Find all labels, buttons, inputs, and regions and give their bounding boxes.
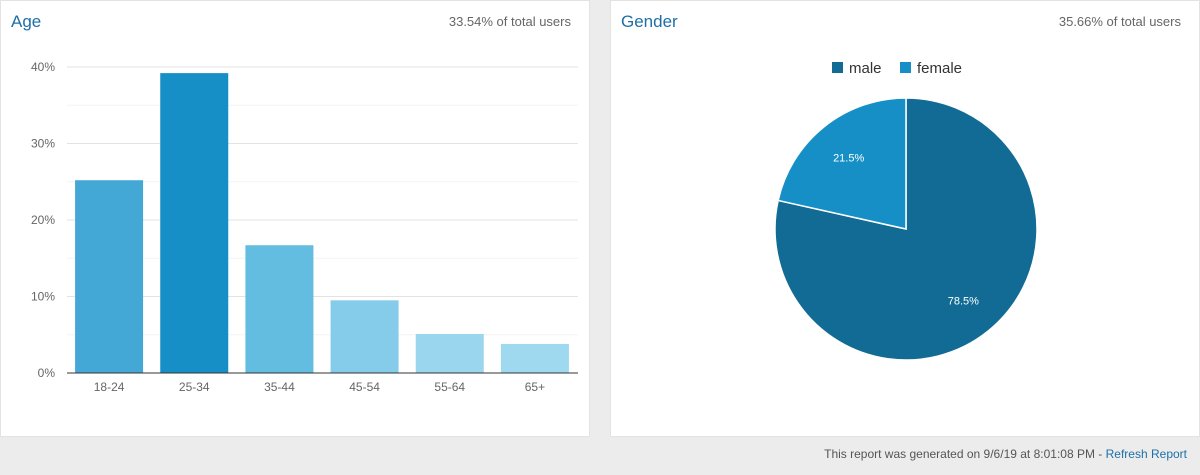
legend-swatch-male [832, 62, 843, 73]
x-tick-label: 55-64 [434, 380, 465, 394]
pie-slice-male[interactable] [774, 97, 1038, 361]
bar-35-44[interactable] [245, 245, 314, 373]
bar-18-24[interactable] [75, 180, 144, 373]
pie-label-female: 21.5% [833, 152, 864, 164]
age-panel-title: Age [11, 12, 42, 31]
bar-25-34[interactable] [160, 73, 229, 374]
age-panel: Age 33.54% of total users 0% 10% 20% 30% 40%… [0, 0, 590, 437]
y-tick-label: 10% [31, 290, 55, 304]
y-tick-label: 40% [31, 60, 55, 74]
bar-45-54[interactable] [330, 300, 399, 373]
bar-65+[interactable] [500, 343, 569, 373]
y-tick-label: 20% [31, 213, 55, 227]
y-tick-label: 0% [38, 366, 56, 380]
report-footer: This report was generated on 9/6/19 at 8… [824, 447, 1187, 461]
age-share-text: 33.54% of total users [448, 14, 571, 29]
gender-panel: Gender 35.66% of total users male female 7… [610, 0, 1200, 437]
gender-panel-title: Gender [621, 12, 678, 31]
gender-share-text: 35.66% of total users [1058, 14, 1181, 29]
pie-label-male: 78.5% [948, 296, 979, 308]
refresh-report-link[interactable]: Refresh Report [1105, 447, 1187, 461]
y-tick-label: 30% [31, 137, 55, 151]
x-tick-label: 45-54 [349, 380, 380, 394]
pie-slice-female[interactable] [777, 97, 907, 230]
legend-label-female: female [917, 60, 962, 77]
x-tick-label: 18-24 [94, 380, 125, 394]
bar-55-64[interactable] [415, 333, 484, 373]
report-generated-text: This report was generated on 9/6/19 at 8… [824, 447, 1106, 461]
legend-label-male: male [849, 60, 882, 77]
x-tick-label: 65+ [525, 380, 545, 394]
x-tick-label: 25-34 [179, 380, 210, 394]
gender-pie-chart: male female 78.5% 21.5% [774, 60, 1038, 361]
legend-swatch-female [900, 62, 911, 73]
age-bar-chart: 0% 10% 20% 30% 40% 18-24 25-34 35-44 45-54 55-64 6… [31, 60, 578, 394]
x-tick-label: 35-44 [264, 380, 295, 394]
